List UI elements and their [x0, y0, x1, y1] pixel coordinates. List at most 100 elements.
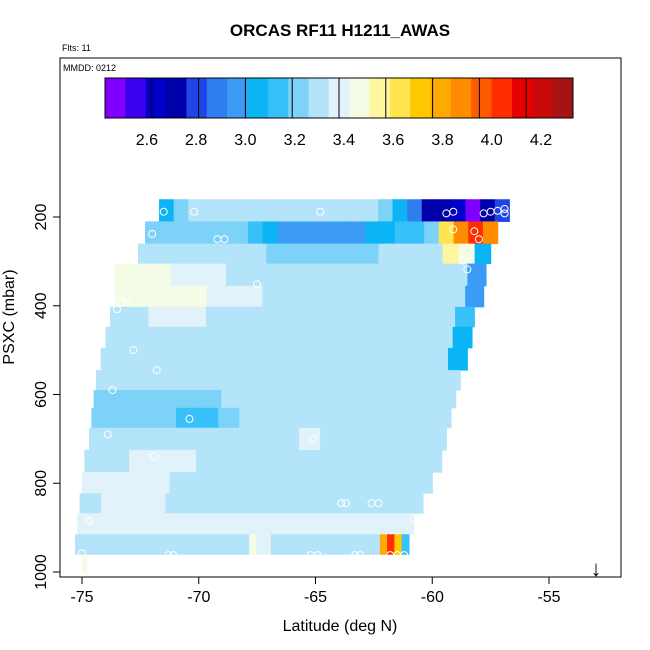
heatmap-cell — [379, 370, 401, 391]
heatmap-cell — [392, 199, 408, 222]
y-axis-label: PSXC (mbar) — [1, 269, 18, 364]
heatmap-cell — [205, 306, 226, 328]
heatmap-cell — [178, 390, 201, 409]
heatmap-cell — [306, 390, 329, 409]
heatmap-cell — [139, 347, 160, 371]
colorbar-tick-label: 3.6 — [382, 132, 404, 149]
x-tick-label: -60 — [421, 589, 444, 606]
heatmap-cell — [327, 390, 350, 409]
heatmap-cell — [272, 493, 295, 514]
colorbar-ticks: 2.6 2.8 3.0 3.2 3.4 3.6 3.8 4.0 4.2 — [136, 132, 552, 149]
heatmap-cell — [337, 263, 357, 287]
heatmap-cell — [336, 534, 345, 555]
heatmap-cell — [401, 493, 424, 514]
heatmap-cell — [318, 263, 339, 287]
heatmap-cell — [336, 221, 352, 245]
heatmap-cell — [158, 347, 179, 371]
heatmap-cell — [205, 534, 214, 555]
heatmap-cell — [421, 199, 437, 222]
heatmap-cell — [391, 390, 414, 409]
heatmap-cell — [263, 390, 286, 409]
heatmap-cell — [336, 285, 356, 308]
heatmap-cell — [433, 326, 454, 349]
sample-point — [409, 514, 418, 523]
heatmap-cell — [332, 347, 353, 371]
sample-points — [78, 205, 509, 560]
heatmap-cell — [298, 243, 315, 265]
heatmap-cell — [307, 534, 316, 555]
heatmap-cell — [343, 534, 352, 555]
heatmap-cell — [413, 390, 435, 409]
heatmap-cell — [301, 306, 322, 328]
colorbar-segment — [186, 78, 208, 118]
heatmap-cell — [312, 347, 333, 371]
heatmap-cell — [151, 263, 171, 287]
heatmap-cell — [324, 407, 346, 429]
sample-point — [449, 225, 458, 234]
heatmap-cell — [250, 243, 267, 265]
heatmap-cell — [217, 370, 239, 391]
heatmap-cell — [401, 534, 410, 555]
heatmap-cell — [234, 513, 258, 535]
heatmap-cell — [256, 534, 265, 555]
heatmap-cell — [302, 407, 325, 429]
colorbar-tick-label: 2.6 — [136, 132, 158, 149]
heatmap-cell — [341, 427, 363, 451]
heatmap-cell — [191, 472, 214, 494]
x-tick-label: -55 — [537, 589, 560, 606]
heatmap-cell — [397, 306, 418, 328]
heatmap-cell — [154, 534, 163, 555]
heatmap-cell — [235, 472, 258, 494]
heatmap-cell — [370, 390, 393, 409]
heatmap-cell — [188, 199, 204, 222]
heatmap-cell — [257, 472, 280, 494]
heatmap-cell — [125, 534, 134, 555]
heatmap-cell — [144, 493, 167, 514]
sample-point — [374, 499, 383, 508]
heatmap-cell — [365, 221, 381, 245]
sample-point — [316, 207, 325, 216]
heatmap-cell — [408, 407, 431, 429]
heatmap-cell — [455, 306, 475, 328]
heatmap-cell — [136, 390, 159, 409]
y-tick-label: 600 — [33, 381, 50, 408]
heatmap-cell — [84, 449, 108, 473]
heatmap-cell — [430, 263, 450, 287]
heatmap-cell — [114, 263, 134, 287]
heatmap-cell — [370, 347, 391, 371]
heatmap-cell — [448, 263, 468, 287]
heatmap-cell — [169, 534, 178, 555]
sample-point — [190, 207, 199, 216]
heatmap-cell — [188, 263, 209, 287]
heatmap-cell — [96, 534, 105, 555]
heatmap-cell — [356, 326, 377, 349]
sample-point — [103, 430, 112, 439]
heatmap-cell — [322, 472, 346, 494]
sample-point — [129, 346, 138, 355]
heatmap-cell — [377, 199, 394, 222]
heatmap-cell — [340, 306, 360, 328]
heatmap-cell — [394, 534, 403, 555]
heatmap-cell — [278, 370, 299, 391]
sample-point — [341, 499, 350, 508]
heatmap-cell — [468, 221, 484, 245]
colorbar-tick-label: 3.0 — [234, 132, 256, 149]
sample-point — [113, 305, 121, 314]
heatmap-cell — [293, 347, 314, 371]
heatmap-cell — [175, 407, 198, 429]
heatmap-cell — [372, 534, 381, 555]
heatmap-cell — [300, 472, 324, 494]
heatmap-cell — [404, 427, 426, 451]
y-tick-label: 200 — [33, 204, 50, 231]
heatmap-cell — [191, 534, 199, 555]
sample-point — [122, 292, 131, 301]
x-tick-label: -75 — [70, 589, 93, 606]
heatmap-cell — [329, 534, 337, 555]
heatmap-cell — [75, 534, 83, 555]
heatmap-cell — [186, 493, 209, 514]
heatmap-cell — [387, 407, 410, 429]
heatmap-cell — [244, 306, 264, 328]
heatmap-cell — [82, 472, 105, 494]
heatmap-cell — [374, 263, 394, 287]
heatmap-cell — [99, 513, 123, 535]
